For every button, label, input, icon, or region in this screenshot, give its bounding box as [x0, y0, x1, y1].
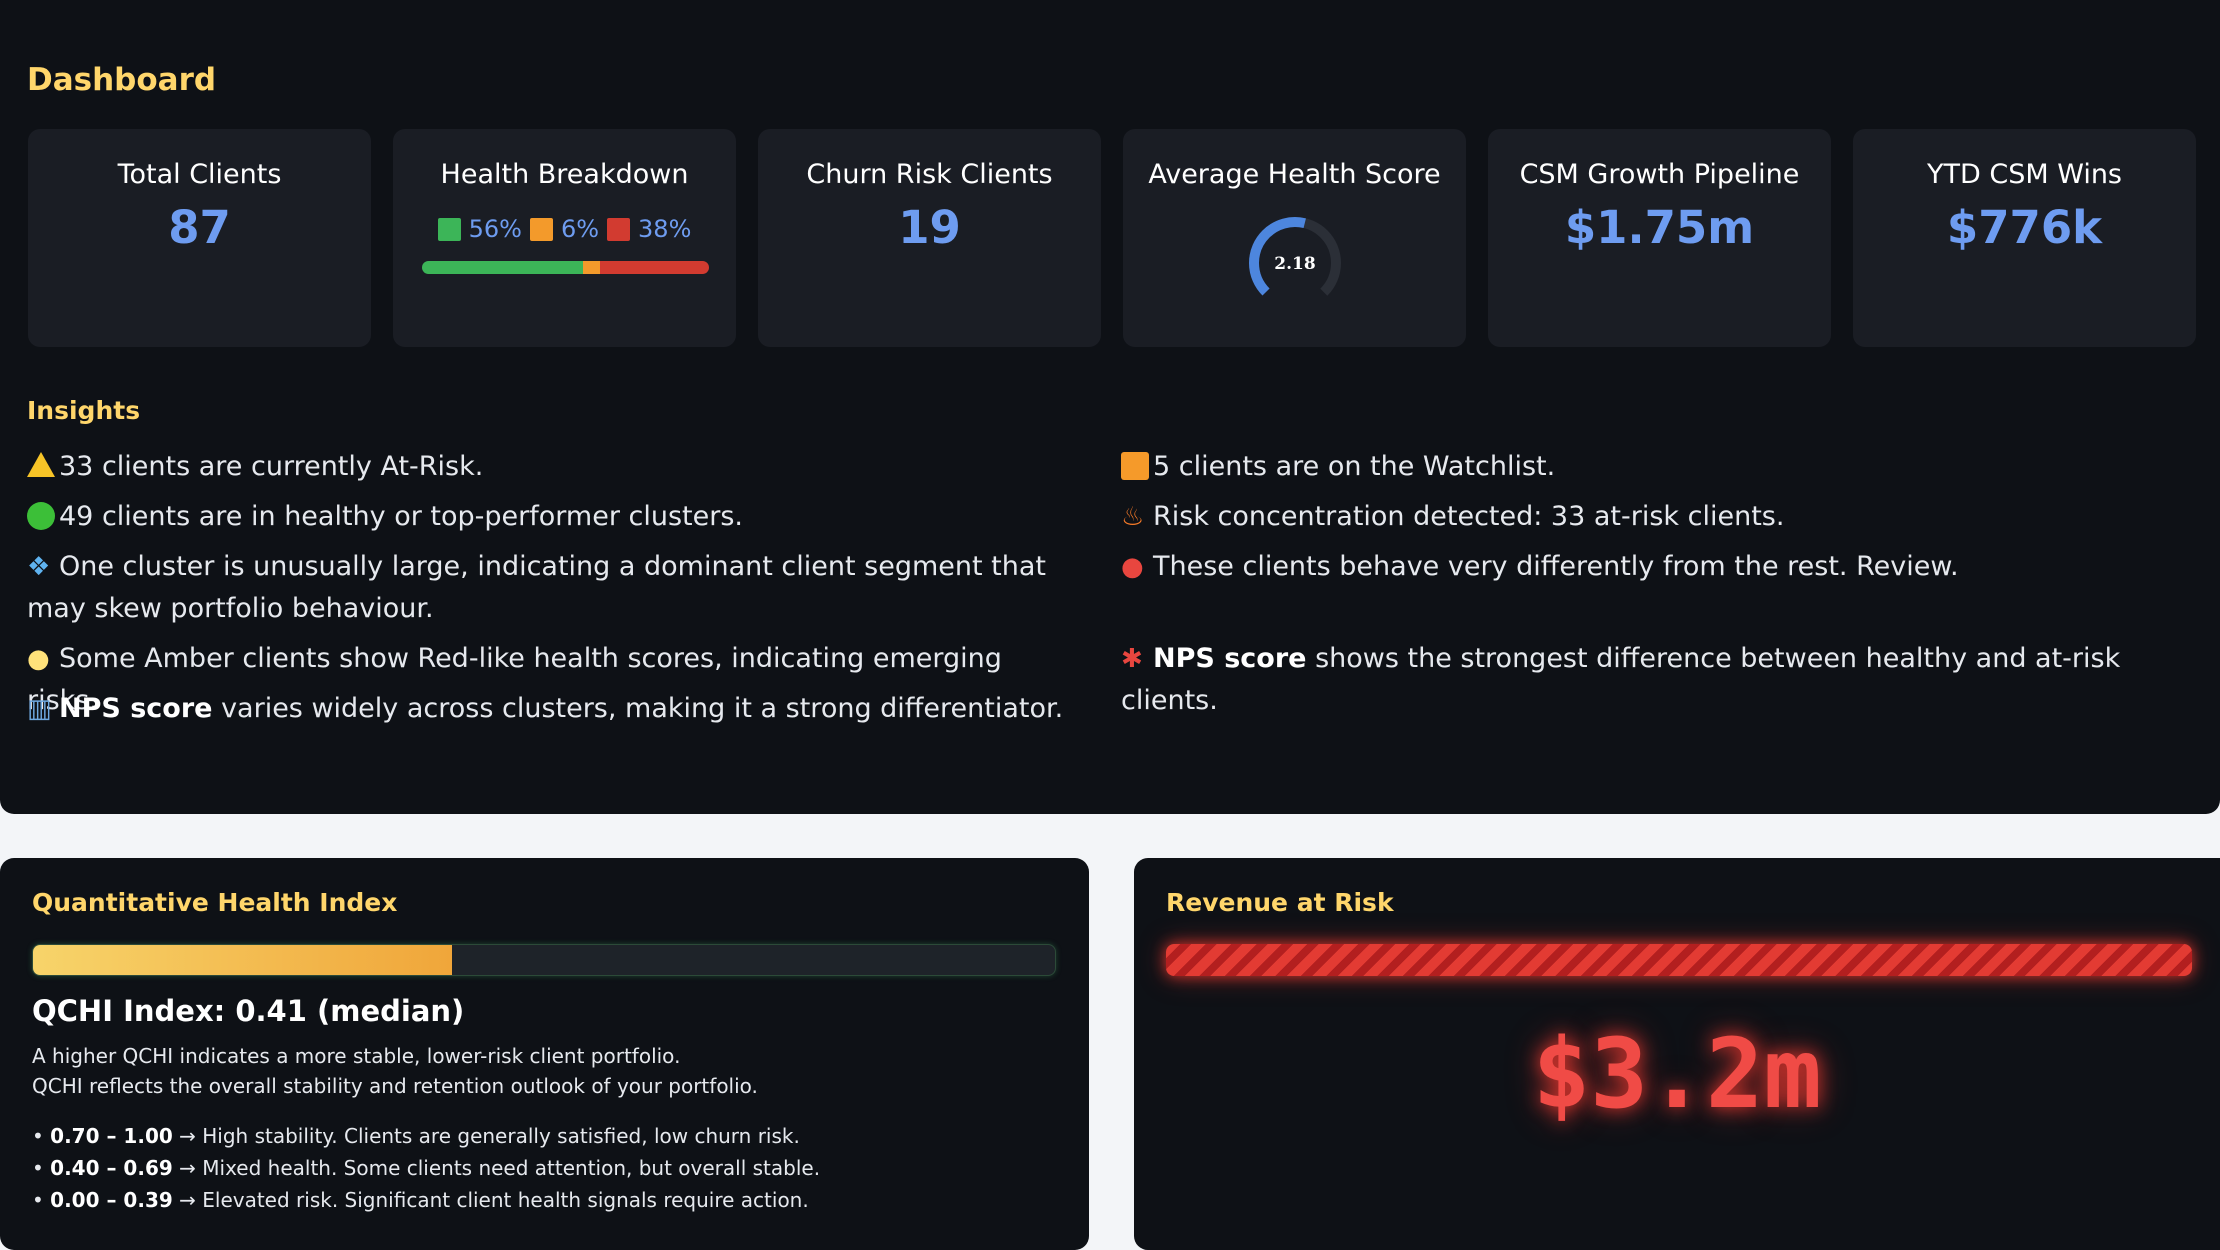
insight-item: 5 clients are on the Watchlist. — [1121, 446, 2171, 488]
revenue-risk-value: $3.2m — [1532, 1018, 1822, 1130]
kpi-value: $1.75m — [1564, 201, 1755, 254]
kpi-ytd-wins: YTD CSM Wins $776k — [1853, 129, 2196, 347]
kpi-growth-pipeline: CSM Growth Pipeline $1.75m — [1488, 129, 1831, 347]
kpi-label: Health Breakdown — [440, 159, 689, 190]
bar-chart-icon: ▥ — [27, 694, 52, 724]
kpi-value: 19 — [898, 201, 961, 254]
insight-item: 33 clients are currently At-Risk. — [27, 446, 1077, 488]
qhi-progress-bar — [32, 944, 1056, 976]
insights-title: Insights — [27, 396, 141, 425]
kpi-label: Total Clients — [117, 159, 282, 190]
lightbulb-icon: ● — [27, 644, 50, 674]
kpi-value: $776k — [1946, 201, 2103, 254]
revenue-risk-bar — [1166, 944, 2192, 976]
green-circle-icon — [27, 502, 55, 530]
insight-item: ✱ NPS score shows the strongest differenc… — [1121, 638, 2171, 722]
qhi-card: Quantitative Health Index QCHI Index: 0.… — [0, 858, 1089, 1250]
qhi-range-item: • 0.00 – 0.39 → Elevated risk. Significa… — [32, 1188, 809, 1212]
insight-item: ● These clients behave very differently f… — [1121, 546, 2171, 588]
gauge-value: 2.18 — [1274, 254, 1315, 274]
insight-item: 49 clients are in healthy or top-perform… — [27, 496, 1077, 538]
green-pct: 56% — [468, 215, 522, 243]
kpi-label: YTD CSM Wins — [1926, 159, 2122, 190]
kpi-health-breakdown: Health Breakdown 56% 6% 38% — [393, 129, 736, 347]
red-pct: 38% — [638, 215, 692, 243]
dashboard-panel: Dashboard Total Clients 87 Health Breakd… — [0, 0, 2220, 814]
kpi-total-clients: Total Clients 87 — [28, 129, 371, 347]
revenue-risk-title: Revenue at Risk — [1166, 888, 1394, 917]
insight-item: ▥ NPS score varies widely across clusters… — [27, 688, 1077, 730]
page-title: Dashboard — [27, 62, 217, 98]
red-square-icon — [607, 217, 631, 241]
kpi-value: 87 — [168, 201, 231, 254]
green-square-icon — [437, 217, 461, 241]
kpi-label: Average Health Score — [1148, 159, 1441, 190]
qhi-range-item: • 0.70 – 1.00 → High stability. Clients … — [32, 1124, 800, 1148]
bar-segment-green — [422, 261, 583, 274]
health-gauge: 2.18 — [1249, 217, 1341, 309]
qhi-heading: QCHI Index: 0.41 (median) — [32, 994, 465, 1028]
warning-icon — [27, 452, 55, 477]
qhi-range-item: • 0.40 – 0.69 → Mixed health. Some clien… — [32, 1156, 821, 1180]
health-legend: 56% 6% 38% — [393, 215, 736, 243]
kpi-label: CSM Growth Pipeline — [1519, 159, 1800, 190]
revenue-risk-card: Revenue at Risk $3.2m — [1134, 858, 2220, 1250]
qhi-description: QCHI reflects the overall stability and … — [32, 1074, 758, 1098]
insight-item: ❖ One cluster is unusually large, indicat… — [27, 546, 1077, 630]
bar-segment-amber — [582, 261, 600, 274]
amber-pct: 6% — [560, 215, 600, 243]
kpi-average-health: Average Health Score 2.18 — [1123, 129, 1466, 347]
insight-item: ● Some Amber clients show Red-like health… — [27, 638, 1077, 722]
pushpin-icon: ✱ — [1121, 644, 1143, 674]
amber-square-icon — [529, 217, 553, 241]
health-breakdown-bar — [422, 261, 709, 274]
bar-segment-red — [599, 261, 709, 274]
diamond-icon: ❖ — [27, 552, 51, 582]
insight-item: ♨ Risk concentration detected: 33 at-risk… — [1121, 496, 2171, 538]
fire-icon: ♨ — [1121, 502, 1145, 532]
round-pin-icon: ● — [1121, 552, 1144, 582]
orange-square-icon — [1121, 452, 1149, 480]
qhi-progress-fill — [33, 945, 453, 975]
kpi-churn-risk: Churn Risk Clients 19 — [758, 129, 1101, 347]
kpi-label: Churn Risk Clients — [806, 159, 1053, 190]
qhi-title: Quantitative Health Index — [32, 888, 398, 917]
qhi-description: A higher QCHI indicates a more stable, l… — [32, 1044, 681, 1068]
